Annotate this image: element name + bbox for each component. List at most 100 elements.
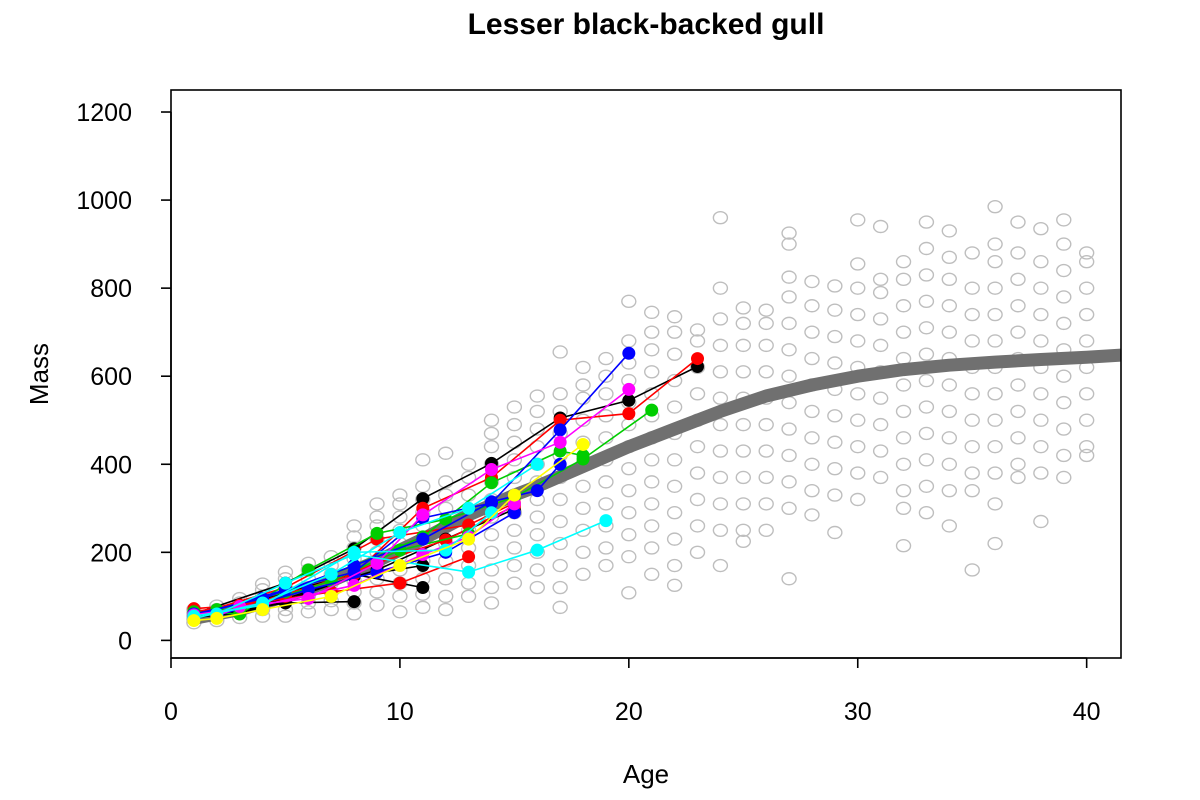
background-point bbox=[598, 369, 614, 383]
background-point bbox=[1010, 404, 1026, 419]
background-point bbox=[872, 338, 889, 353]
background-point bbox=[506, 435, 523, 449]
background-point bbox=[392, 605, 408, 619]
background-point bbox=[598, 497, 614, 511]
background-point bbox=[781, 369, 797, 383]
background-point bbox=[644, 475, 660, 489]
background-point bbox=[850, 307, 866, 322]
background-point bbox=[1056, 263, 1072, 278]
background-point bbox=[872, 470, 889, 485]
background-point bbox=[1033, 439, 1049, 454]
background-point bbox=[483, 413, 500, 427]
series-point bbox=[462, 501, 476, 515]
background-point bbox=[415, 453, 431, 467]
series-point bbox=[416, 492, 430, 506]
series-point bbox=[530, 543, 544, 557]
background-point bbox=[346, 519, 362, 533]
series-point bbox=[187, 614, 201, 628]
background-point bbox=[964, 281, 980, 295]
background-point bbox=[964, 413, 980, 427]
background-point bbox=[666, 479, 683, 493]
background-point bbox=[598, 558, 614, 573]
series-point bbox=[462, 565, 476, 579]
background-point bbox=[575, 567, 591, 582]
background-point bbox=[987, 255, 1003, 269]
background-point bbox=[827, 329, 843, 344]
x-tick-label: 40 bbox=[1073, 698, 1101, 726]
series-13 bbox=[187, 346, 636, 623]
background-point bbox=[712, 470, 729, 485]
background-point bbox=[964, 439, 980, 454]
background-point bbox=[323, 602, 339, 617]
y-tick-label: 800 bbox=[90, 275, 132, 303]
background-point bbox=[483, 528, 500, 542]
background-point bbox=[689, 334, 706, 348]
background-point bbox=[941, 483, 958, 498]
y-axis-label: Mass bbox=[24, 343, 54, 405]
background-point bbox=[689, 439, 706, 454]
background-point bbox=[964, 334, 980, 348]
background-point bbox=[941, 325, 958, 339]
background-point bbox=[1078, 246, 1095, 260]
background-point bbox=[941, 457, 958, 471]
background-point bbox=[575, 545, 591, 560]
background-point bbox=[918, 453, 935, 467]
background-point bbox=[483, 580, 500, 595]
background-point bbox=[758, 338, 774, 353]
background-point bbox=[689, 387, 706, 401]
background-point bbox=[644, 305, 660, 320]
background-point bbox=[712, 312, 729, 326]
y-tick-label: 400 bbox=[90, 451, 132, 479]
series-point bbox=[462, 532, 476, 546]
background-point bbox=[346, 530, 362, 544]
background-point bbox=[437, 446, 454, 460]
background-point bbox=[827, 279, 843, 293]
background-point bbox=[804, 325, 820, 339]
background-point bbox=[712, 210, 729, 225]
background-point bbox=[804, 483, 820, 498]
background-point bbox=[804, 299, 820, 313]
background-point bbox=[1056, 316, 1072, 331]
background-point bbox=[804, 274, 820, 289]
series-4 bbox=[187, 360, 705, 621]
x-tick-label: 20 bbox=[615, 698, 643, 726]
background-point bbox=[758, 303, 774, 317]
background-point bbox=[529, 389, 545, 403]
series-point bbox=[484, 495, 498, 509]
background-point bbox=[804, 457, 820, 471]
background-point bbox=[666, 347, 683, 361]
background-point bbox=[460, 470, 477, 485]
background-point bbox=[735, 497, 751, 511]
background-point bbox=[895, 431, 912, 445]
y-tick-label: 1200 bbox=[76, 99, 132, 127]
y-axis: 0 200 400 600 800 1000 1200 bbox=[76, 99, 172, 655]
background-point bbox=[781, 501, 797, 515]
background-point bbox=[781, 475, 797, 489]
series-point bbox=[530, 484, 544, 498]
background-point bbox=[895, 457, 912, 471]
background-point bbox=[850, 257, 866, 271]
series-point bbox=[347, 595, 361, 609]
background-point bbox=[872, 219, 889, 234]
background-point bbox=[666, 532, 683, 546]
series-point bbox=[324, 589, 338, 603]
series-line bbox=[216, 519, 607, 615]
background-point bbox=[1010, 470, 1026, 485]
background-point bbox=[941, 272, 958, 287]
background-point bbox=[850, 213, 866, 227]
x-tick-label: 30 bbox=[844, 698, 872, 726]
background-point bbox=[644, 453, 660, 467]
series-line bbox=[193, 352, 630, 617]
background-point bbox=[987, 466, 1003, 480]
background-point bbox=[758, 444, 774, 458]
background-point bbox=[300, 605, 317, 619]
background-point bbox=[758, 316, 774, 331]
background-point bbox=[895, 501, 912, 515]
background-point bbox=[598, 541, 614, 555]
background-point bbox=[827, 303, 843, 317]
background-point bbox=[483, 545, 500, 560]
background-point bbox=[1033, 281, 1049, 295]
background-point bbox=[781, 448, 797, 463]
background-point bbox=[575, 360, 591, 375]
